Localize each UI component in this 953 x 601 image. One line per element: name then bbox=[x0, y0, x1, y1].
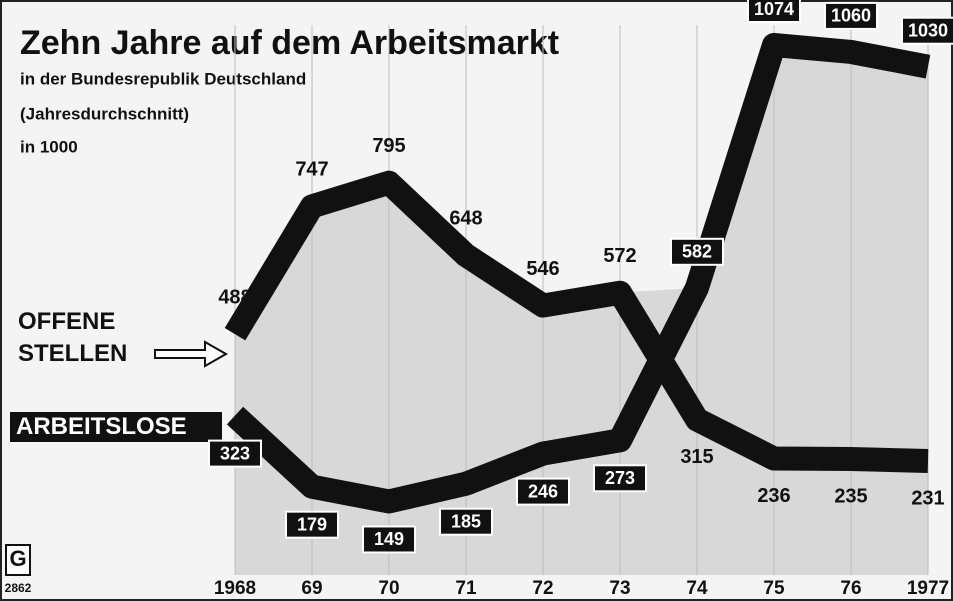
value-label: 572 bbox=[603, 245, 636, 267]
x-tick-label: 72 bbox=[532, 578, 553, 599]
x-tick-label: 73 bbox=[609, 578, 630, 599]
arrow bbox=[154, 340, 229, 368]
series-line bbox=[224, 170, 929, 474]
value-label: 231 bbox=[911, 487, 944, 509]
legend-label: OFFENE STELLEN bbox=[18, 308, 128, 367]
logo: G bbox=[9, 546, 26, 571]
value-label: 1060 bbox=[831, 6, 871, 26]
value-label: 185 bbox=[451, 511, 481, 531]
value-box bbox=[516, 477, 570, 506]
value-box bbox=[670, 237, 724, 266]
value-label: 235 bbox=[834, 485, 867, 507]
value-label: 747 bbox=[295, 159, 328, 181]
value-label: 582 bbox=[682, 242, 712, 262]
value-label: 795 bbox=[372, 135, 405, 157]
logo-box bbox=[5, 544, 31, 576]
value-label: 488 bbox=[218, 286, 251, 308]
value-label: 315 bbox=[680, 446, 713, 468]
value-label: 1074 bbox=[754, 0, 794, 19]
value-label: 236 bbox=[757, 485, 790, 507]
x-tick-label: 76 bbox=[840, 578, 861, 599]
code: 2862 bbox=[5, 581, 32, 595]
value-label: 149 bbox=[374, 529, 404, 549]
subtitle: in 1000 bbox=[20, 137, 78, 156]
value-label: 323 bbox=[220, 443, 250, 463]
subtitle: in der Bundesrepublik Deutschland bbox=[20, 69, 306, 88]
chart-title: Zehn Jahre auf dem Arbeitsmarkt bbox=[20, 24, 559, 62]
x-tick-label: 75 bbox=[763, 578, 785, 599]
x-tick-label: 70 bbox=[378, 578, 399, 599]
series-line bbox=[226, 33, 931, 514]
value-label: 246 bbox=[528, 481, 558, 501]
x-tick-label: 1968 bbox=[214, 578, 256, 599]
value-box bbox=[901, 16, 953, 45]
x-tick-label: 74 bbox=[686, 578, 708, 599]
value-box bbox=[593, 464, 647, 493]
value-box bbox=[824, 1, 878, 30]
x-tick-label: 69 bbox=[301, 578, 322, 599]
value-label: 546 bbox=[526, 258, 559, 280]
x-tick-label: 71 bbox=[455, 578, 477, 599]
value-box bbox=[747, 0, 801, 23]
value-box bbox=[362, 525, 416, 554]
legend-box bbox=[10, 412, 222, 442]
value-label: 1030 bbox=[908, 20, 948, 40]
value-box bbox=[285, 510, 339, 539]
value-box bbox=[208, 439, 262, 468]
value-box bbox=[439, 507, 493, 536]
x-tick-label: 1977 bbox=[907, 578, 949, 599]
subtitle: (Jahresdurchschnitt) bbox=[20, 104, 189, 123]
legend-label: ARBEITSLOSE bbox=[16, 413, 187, 440]
value-label: 273 bbox=[605, 468, 635, 488]
value-label: 648 bbox=[449, 208, 482, 230]
value-label: 179 bbox=[297, 514, 327, 534]
